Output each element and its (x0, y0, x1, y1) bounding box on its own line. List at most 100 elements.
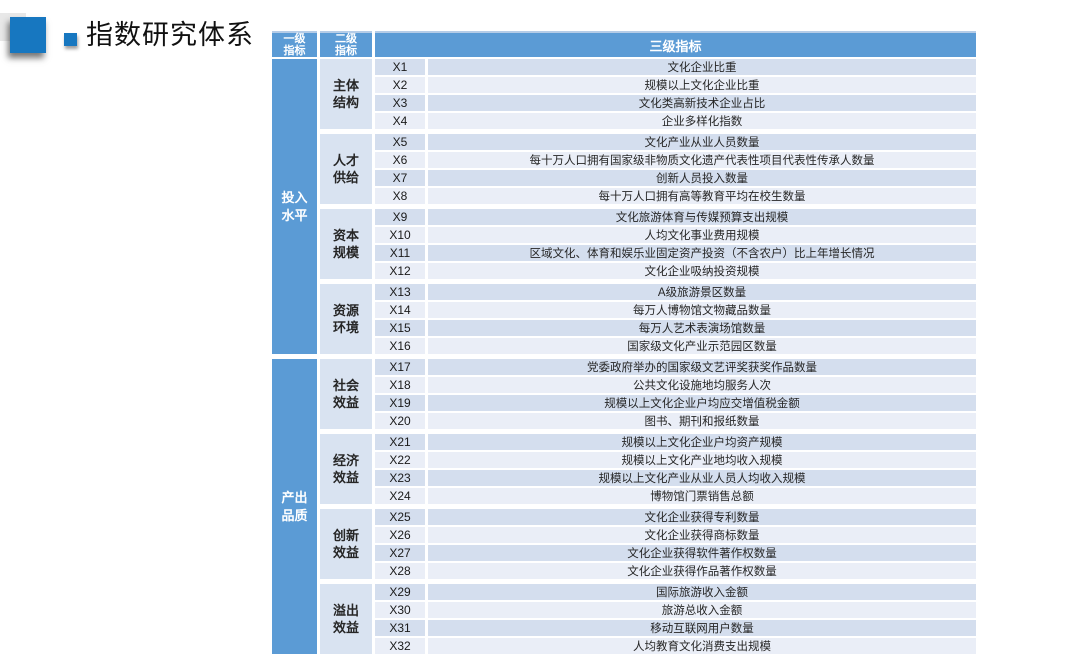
indicator-code: X30 (375, 602, 425, 619)
indicator-code: X12 (375, 263, 425, 280)
indicator-name: 规模以上文化产业地均收入规模 (428, 452, 976, 469)
indicator-name: 文化企业获得作品著作权数量 (428, 563, 976, 580)
group-column: 主体 结构 X1 文化企业比重 X2 规模以上文化企业比重 X3 文化类高新技术企业占比 X4… (320, 59, 976, 355)
indicator-name: 规模以上文化企业户均应交增值税金额 (428, 395, 976, 412)
indicator-name: 移动互联网用户数量 (428, 620, 976, 637)
level1-section: 产出 品质 社会 效益 X17 党委政府举办的国家级文艺评奖获奖作品数量 X18 公共文化… (272, 359, 976, 654)
table-row: X9 文化旅游体育与传媒预算支出规模 (375, 209, 976, 226)
header-level2: 二级 指标 (320, 31, 372, 58)
indicator-name: 每十万人口拥有高等教育平均在校生数量 (428, 188, 976, 205)
table-row: X14 每万人博物馆文物藏品数量 (375, 302, 976, 319)
indicator-group: 资源 环境 X13 A级旅游景区数量 X14 每万人博物馆文物藏品数量 X15 每万人艺术表… (320, 284, 976, 355)
decor-small-blue-square-icon (64, 33, 77, 46)
table-row: X2 规模以上文化企业比重 (375, 77, 976, 94)
level1-cell: 投入 水平 (272, 59, 317, 355)
table-body: 投入 水平 主体 结构 X1 文化企业比重 X2 规模以上文化企业比重 X3 文化类高新技术企… (272, 59, 976, 654)
table-row: X26 文化企业获得商标数量 (375, 527, 976, 544)
indicator-code: X5 (375, 134, 425, 151)
indicator-code: X28 (375, 563, 425, 580)
table-row: X17 党委政府举办的国家级文艺评奖获奖作品数量 (375, 359, 976, 376)
indicator-code: X27 (375, 545, 425, 562)
indicator-code: X22 (375, 452, 425, 469)
indicator-code: X9 (375, 209, 425, 226)
indicator-code: X14 (375, 302, 425, 319)
table-row: X12 文化企业吸纳投资规模 (375, 263, 976, 280)
indicator-name: 每万人艺术表演场馆数量 (428, 320, 976, 337)
group-rows: X9 文化旅游体育与传媒预算支出规模 X10 人均文化事业费用规模 X11 区域文化、体育… (375, 209, 976, 280)
table-row: X25 文化企业获得专利数量 (375, 509, 976, 526)
indicator-code: X20 (375, 413, 425, 430)
indicator-name: 党委政府举办的国家级文艺评奖获奖作品数量 (428, 359, 976, 376)
indicator-name: 文化企业获得商标数量 (428, 527, 976, 544)
indicator-name: 企业多样化指数 (428, 113, 976, 130)
indicator-name: 规模以上文化企业户均资产规模 (428, 434, 976, 451)
table-row: X3 文化类高新技术企业占比 (375, 95, 976, 112)
indicator-name: 创新人员投入数量 (428, 170, 976, 187)
indicator-group: 创新 效益 X25 文化企业获得专利数量 X26 文化企业获得商标数量 X27 文化企业获得… (320, 509, 976, 580)
table-row: X27 文化企业获得软件著作权数量 (375, 545, 976, 562)
indicator-code: X31 (375, 620, 425, 637)
indicator-name: 每十万人口拥有国家级非物质文化遗产代表性项目代表性传承人数量 (428, 152, 976, 169)
table-row: X11 区域文化、体育和娱乐业固定资产投资（不含农户）比上年增长情况 (375, 245, 976, 262)
indicator-code: X1 (375, 59, 425, 76)
indicator-group: 溢出 效益 X29 国际旅游收入金额 X30 旅游总收入金额 X31 移动互联网用户数量 X3… (320, 584, 976, 654)
indicator-name: 文化企业获得软件著作权数量 (428, 545, 976, 562)
indicator-name: 图书、期刊和报纸数量 (428, 413, 976, 430)
table-row: X21 规模以上文化企业户均资产规模 (375, 434, 976, 451)
table-row: X22 规模以上文化产业地均收入规模 (375, 452, 976, 469)
indicator-name: 文化类高新技术企业占比 (428, 95, 976, 112)
indicator-code: X15 (375, 320, 425, 337)
table-row: X5 文化产业从业人员数量 (375, 134, 976, 151)
indicator-name: 规模以上文化企业比重 (428, 77, 976, 94)
indicator-group: 主体 结构 X1 文化企业比重 X2 规模以上文化企业比重 X3 文化类高新技术企业占比 X4… (320, 59, 976, 130)
indicator-code: X25 (375, 509, 425, 526)
indicator-code: X19 (375, 395, 425, 412)
level2-cell: 资源 环境 (320, 284, 372, 355)
group-column: 社会 效益 X17 党委政府举办的国家级文艺评奖获奖作品数量 X18 公共文化设施地均服… (320, 359, 976, 654)
header-level3: 三级指标 (375, 31, 976, 58)
indicator-group: 资本 规模 X9 文化旅游体育与传媒预算支出规模 X10 人均文化事业费用规模 X11 区域… (320, 209, 976, 280)
table-row: X32 人均教育文化消费支出规模 (375, 638, 976, 654)
indicator-code: X26 (375, 527, 425, 544)
group-rows: X29 国际旅游收入金额 X30 旅游总收入金额 X31 移动互联网用户数量 X32 人均教育… (375, 584, 976, 654)
table-row: X7 创新人员投入数量 (375, 170, 976, 187)
level1-section: 投入 水平 主体 结构 X1 文化企业比重 X2 规模以上文化企业比重 X3 文化类高新技术企… (272, 59, 976, 355)
indicator-name: 文化企业获得专利数量 (428, 509, 976, 526)
level2-cell: 社会 效益 (320, 359, 372, 430)
indicator-code: X23 (375, 470, 425, 487)
table-row: X8 每十万人口拥有高等教育平均在校生数量 (375, 188, 976, 205)
group-rows: X17 党委政府举办的国家级文艺评奖获奖作品数量 X18 公共文化设施地均服务人次 X1… (375, 359, 976, 430)
indicator-code: X7 (375, 170, 425, 187)
table-header-row: 一级 指标 二级 指标 三级指标 (272, 31, 976, 58)
level2-cell: 主体 结构 (320, 59, 372, 130)
indicator-code: X13 (375, 284, 425, 301)
group-rows: X13 A级旅游景区数量 X14 每万人博物馆文物藏品数量 X15 每万人艺术表演场馆数量… (375, 284, 976, 355)
indicator-name: 国际旅游收入金额 (428, 584, 976, 601)
table-row: X15 每万人艺术表演场馆数量 (375, 320, 976, 337)
level2-cell: 人才 供给 (320, 134, 372, 205)
indicator-group: 人才 供给 X5 文化产业从业人员数量 X6 每十万人口拥有国家级非物质文化遗产代表性项… (320, 134, 976, 205)
page-title: 指数研究体系 (86, 20, 254, 50)
indicator-code: X8 (375, 188, 425, 205)
table-row: X6 每十万人口拥有国家级非物质文化遗产代表性项目代表性传承人数量 (375, 152, 976, 169)
indicator-code: X10 (375, 227, 425, 244)
indicator-group: 社会 效益 X17 党委政府举办的国家级文艺评奖获奖作品数量 X18 公共文化设施地均服… (320, 359, 976, 430)
indicator-code: X17 (375, 359, 425, 376)
indicator-code: X3 (375, 95, 425, 112)
level2-cell: 资本 规模 (320, 209, 372, 280)
indicator-code: X2 (375, 77, 425, 94)
indicator-code: X4 (375, 113, 425, 130)
table-row: X23 规模以上文化产业从业人员人均收入规模 (375, 470, 976, 487)
table-row: X18 公共文化设施地均服务人次 (375, 377, 976, 394)
group-rows: X5 文化产业从业人员数量 X6 每十万人口拥有国家级非物质文化遗产代表性项目代表性传… (375, 134, 976, 205)
group-rows: X1 文化企业比重 X2 规模以上文化企业比重 X3 文化类高新技术企业占比 X4 企业多样化… (375, 59, 976, 130)
table-row: X31 移动互联网用户数量 (375, 620, 976, 637)
indicator-table: 一级 指标 二级 指标 三级指标 投入 水平 主体 结构 X1 文化企业比重 X2 规模以… (272, 31, 976, 654)
indicator-name: 文化企业吸纳投资规模 (428, 263, 976, 280)
slide-title-block: 指数研究体系 (0, 0, 280, 70)
table-row: X16 国家级文化产业示范园区数量 (375, 338, 976, 355)
indicator-name: 国家级文化产业示范园区数量 (428, 338, 976, 355)
header-level1: 一级 指标 (272, 31, 317, 58)
indicator-code: X6 (375, 152, 425, 169)
group-rows: X21 规模以上文化企业户均资产规模 X22 规模以上文化产业地均收入规模 X23 规模以… (375, 434, 976, 505)
